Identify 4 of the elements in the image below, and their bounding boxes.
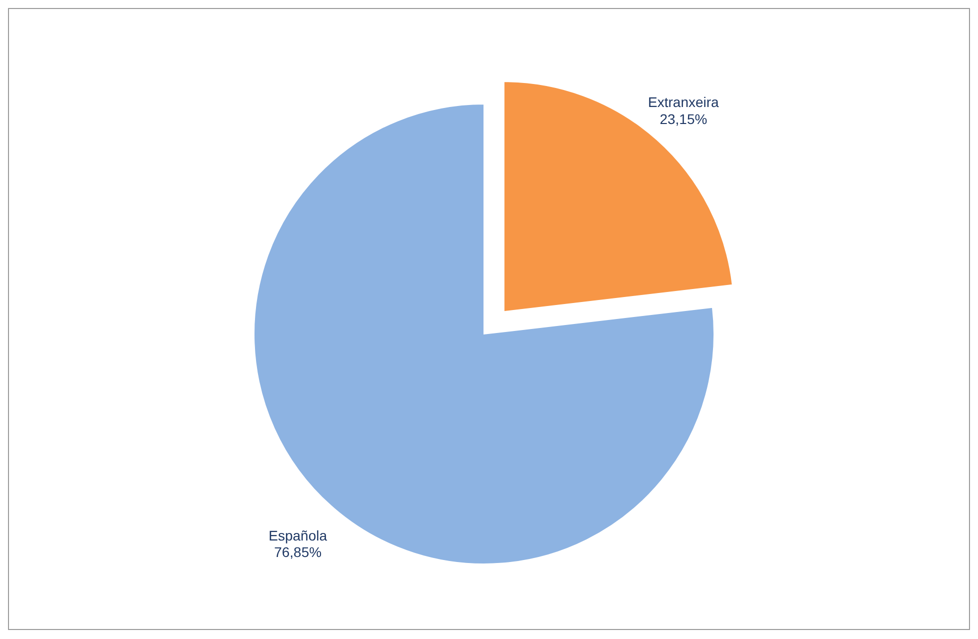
- data-label: 76,85%: [274, 544, 322, 560]
- slice-label: Extranxeira: [648, 94, 720, 110]
- slice-label: Española: [268, 527, 328, 544]
- data-label: 23,15%: [660, 110, 708, 127]
